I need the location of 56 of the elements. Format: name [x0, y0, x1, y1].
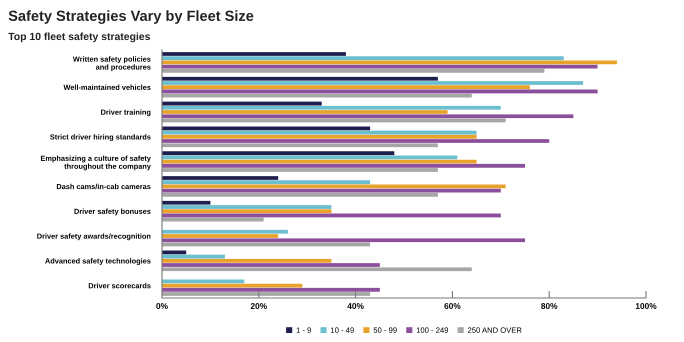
bar [162, 160, 477, 164]
bar [162, 200, 210, 205]
bar [162, 56, 564, 60]
bar [162, 218, 264, 222]
x-tick-label: 60% [444, 303, 461, 309]
bar [162, 106, 501, 110]
bar [162, 238, 525, 242]
bar [162, 292, 370, 296]
x-tick-label: 0% [156, 303, 168, 309]
x-tick-label: 20% [250, 303, 267, 309]
bar [162, 134, 477, 139]
bar [162, 258, 332, 263]
bar [162, 85, 530, 90]
bar [162, 68, 544, 73]
bar [162, 114, 574, 118]
bar [162, 118, 506, 122]
bar [162, 234, 278, 238]
bar [162, 284, 302, 288]
bar [162, 279, 244, 284]
bar [162, 143, 438, 148]
bar [162, 184, 506, 188]
bar [162, 288, 380, 292]
chart-title: Safety Strategies Vary by Fleet Size [8, 10, 254, 24]
bar [162, 52, 346, 56]
bar [162, 214, 501, 218]
bar [162, 155, 458, 160]
bar [162, 151, 394, 156]
bar [162, 180, 370, 184]
x-tick-label: 100% [636, 303, 656, 309]
bar [162, 164, 525, 168]
bar [162, 102, 322, 106]
bar [162, 126, 370, 130]
chart-subtitle: Top 10 fleet safety strategies [8, 32, 150, 42]
bar [162, 230, 288, 234]
bar [162, 110, 448, 114]
bar [162, 90, 598, 94]
x-tick-label: 80% [541, 303, 558, 309]
bar [162, 205, 332, 209]
x-tick-label: 40% [347, 303, 364, 309]
bar [162, 209, 332, 214]
bar [162, 130, 477, 134]
bar [162, 254, 225, 258]
bar [162, 176, 278, 180]
bar [162, 64, 598, 69]
bar [162, 242, 370, 246]
bar [162, 60, 617, 64]
bar [162, 139, 550, 143]
bar [162, 81, 584, 85]
bar [162, 168, 438, 172]
bar [162, 192, 438, 197]
bar [162, 188, 501, 193]
bar [162, 250, 186, 254]
bar [162, 94, 472, 98]
bar [162, 267, 472, 272]
bar [162, 263, 380, 267]
bar [162, 76, 438, 81]
